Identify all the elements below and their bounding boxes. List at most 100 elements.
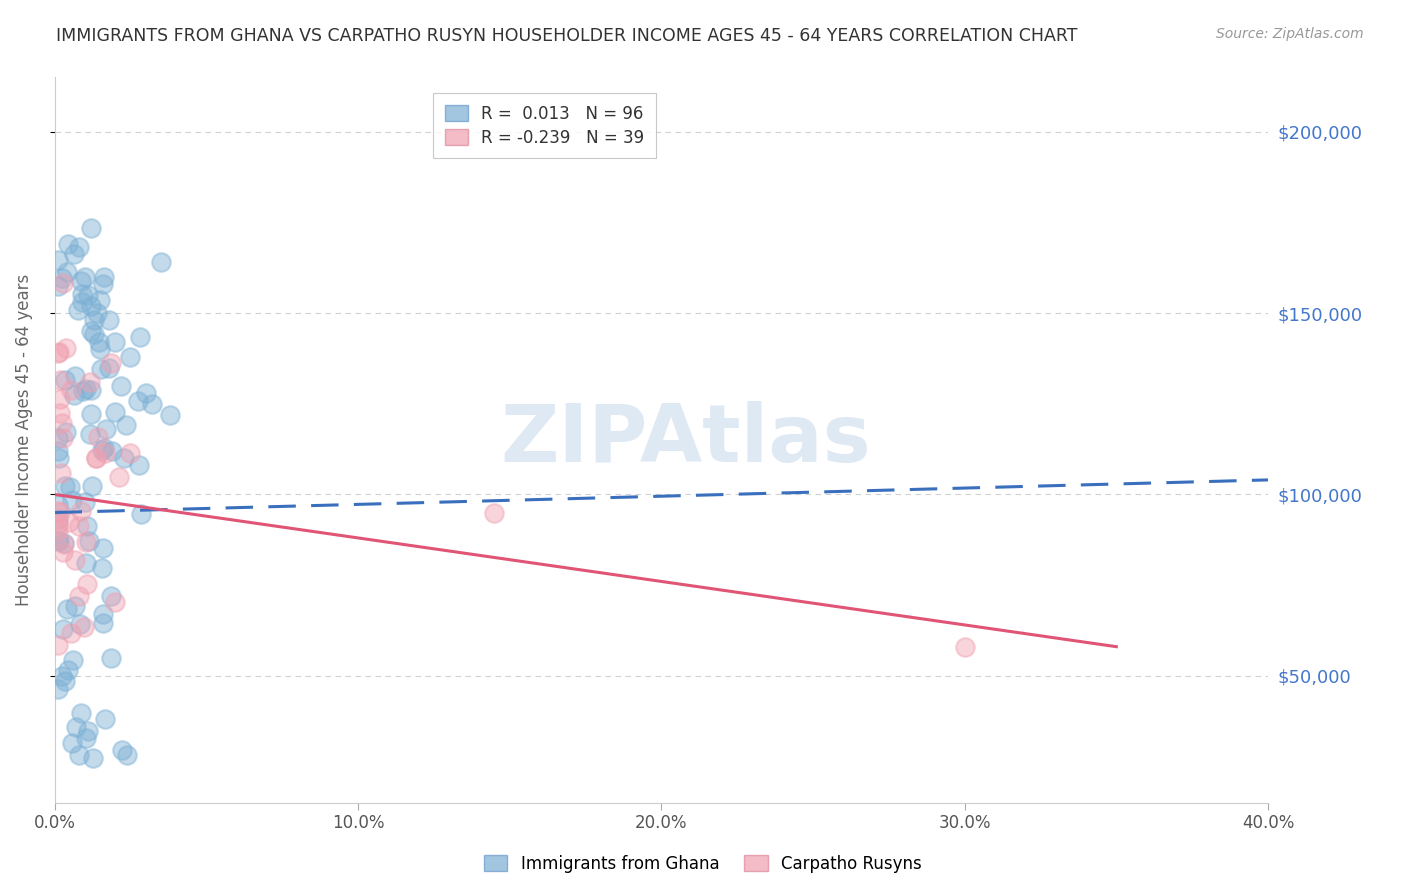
Point <box>84 450 107 465</box>
Point <box>80 383 103 397</box>
Point <box>76 577 98 591</box>
Point <box>120 446 142 460</box>
Point <box>46 681 69 696</box>
Text: ZIPAtlas: ZIPAtlas <box>501 401 870 479</box>
Point <box>75 382 97 396</box>
Point <box>51 271 73 285</box>
Point <box>91 277 114 292</box>
Point <box>63 369 86 384</box>
Point <box>55 265 77 279</box>
Point <box>51 669 73 683</box>
Point <box>104 595 127 609</box>
Point <box>63 553 86 567</box>
Point <box>127 394 149 409</box>
Point <box>93 441 115 455</box>
Point <box>953 640 976 654</box>
Point <box>80 324 103 338</box>
Point <box>65 720 87 734</box>
Legend: Immigrants from Ghana, Carpatho Rusyns: Immigrants from Ghana, Carpatho Rusyns <box>478 848 928 880</box>
Point <box>67 240 90 254</box>
Point <box>48 373 70 387</box>
Point <box>90 362 112 376</box>
Point <box>87 430 110 444</box>
Text: Source: ZipAtlas.com: Source: ZipAtlas.com <box>1216 27 1364 41</box>
Point <box>76 518 98 533</box>
Point <box>46 431 69 445</box>
Point <box>80 221 103 235</box>
Point <box>56 237 79 252</box>
Point <box>82 751 104 765</box>
Point <box>98 313 121 327</box>
Legend: R =  0.013   N = 96, R = -0.239   N = 39: R = 0.013 N = 96, R = -0.239 N = 39 <box>433 93 657 158</box>
Point <box>67 747 90 762</box>
Point <box>73 495 96 509</box>
Point <box>67 303 90 318</box>
Point <box>69 616 91 631</box>
Point <box>46 498 69 512</box>
Point <box>129 330 152 344</box>
Point <box>69 504 91 518</box>
Point <box>104 335 127 350</box>
Point <box>89 343 111 357</box>
Point <box>46 533 69 548</box>
Point <box>104 404 127 418</box>
Point <box>70 294 93 309</box>
Point <box>159 408 181 422</box>
Point <box>53 373 76 387</box>
Point <box>59 626 82 640</box>
Point <box>79 534 101 549</box>
Point <box>128 458 150 473</box>
Point <box>52 545 75 559</box>
Point <box>135 385 157 400</box>
Point <box>117 748 139 763</box>
Point <box>80 479 103 493</box>
Point <box>49 406 72 420</box>
Point <box>60 736 83 750</box>
Point <box>58 515 80 529</box>
Point <box>49 392 72 406</box>
Point <box>46 516 69 531</box>
Point <box>79 427 101 442</box>
Point <box>120 350 142 364</box>
Point <box>75 731 97 745</box>
Point <box>63 388 86 402</box>
Point <box>46 504 69 518</box>
Point <box>48 505 70 519</box>
Point <box>60 493 83 508</box>
Point <box>90 443 112 458</box>
Point <box>46 279 69 293</box>
Point <box>70 287 93 301</box>
Point <box>46 512 69 526</box>
Point <box>52 535 75 549</box>
Point <box>100 356 122 370</box>
Text: IMMIGRANTS FROM GHANA VS CARPATHO RUSYN HOUSEHOLDER INCOME AGES 45 - 64 YEARS CO: IMMIGRANTS FROM GHANA VS CARPATHO RUSYN … <box>56 27 1078 45</box>
Point <box>53 479 76 493</box>
Point <box>52 537 75 551</box>
Point <box>112 451 135 466</box>
Point <box>53 674 76 689</box>
Point <box>48 450 70 465</box>
Point <box>129 507 152 521</box>
Point <box>63 599 86 614</box>
Point <box>46 252 69 267</box>
Point <box>79 375 101 389</box>
Point <box>75 556 97 570</box>
Point <box>347 814 370 828</box>
Point <box>52 622 75 636</box>
Point <box>80 407 103 421</box>
Point <box>83 313 105 327</box>
Point <box>484 506 506 520</box>
Point <box>93 269 115 284</box>
Point <box>77 288 100 302</box>
Point <box>93 445 115 459</box>
Point <box>62 653 84 667</box>
Point <box>91 561 114 575</box>
Point <box>84 450 107 465</box>
Point <box>46 346 69 360</box>
Point <box>55 425 77 439</box>
Point <box>46 519 69 533</box>
Point <box>77 724 100 739</box>
Point <box>73 269 96 284</box>
Point <box>51 416 73 430</box>
Point <box>46 524 69 538</box>
